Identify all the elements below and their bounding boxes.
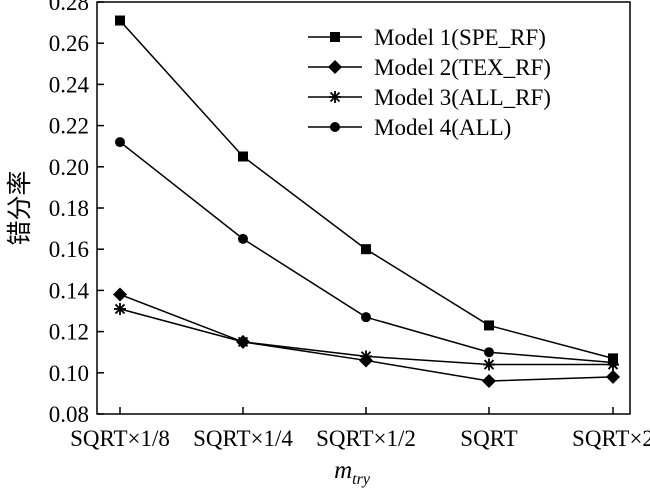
y-tick-label: 0.20: [49, 155, 89, 180]
x-axis-title: mtry: [334, 457, 371, 488]
data-point: [608, 357, 618, 368]
legend-entry: Model 2(TEX_RF): [308, 55, 551, 80]
legend-entry: Model 3(ALL_RF): [308, 85, 551, 110]
series-group: [113, 15, 620, 389]
data-point: [484, 320, 494, 331]
legend-marker: [328, 60, 342, 74]
data-point: [115, 137, 125, 148]
series-line: [119, 293, 614, 382]
y-tick-label: 0.22: [49, 114, 89, 139]
legend-marker: [330, 122, 340, 132]
series-2: [113, 287, 620, 389]
y-tick-label: 0.14: [49, 278, 90, 303]
data-point: [361, 312, 371, 323]
legend-marker: [329, 91, 341, 103]
data-point: [113, 287, 127, 302]
axes: 0.08 0.10 0.12 0.14 0.16 0.18 0.20 0.22 0.24 0.26…: [49, 0, 650, 451]
x-tick-label: SQRT×1/4: [193, 426, 293, 451]
y-tick-label: 0.10: [49, 361, 89, 386]
data-point: [484, 347, 494, 358]
data-point: [114, 302, 126, 315]
y-tick-label: 0.26: [49, 31, 89, 56]
data-point: [606, 369, 620, 384]
data-point: [115, 15, 125, 26]
x-tick-label: SQRT×1/2: [316, 426, 416, 451]
y-tick-label: 0.18: [49, 196, 89, 221]
legend: Model 1(SPE_RF) Model 2(TEX_RF) Model 3(AL…: [308, 25, 551, 140]
y-tick-label: 0.24: [49, 72, 90, 97]
x-tick-label: SQRT: [460, 426, 517, 451]
data-point: [238, 233, 248, 244]
legend-entry: Model 1(SPE_RF): [308, 25, 546, 50]
legend-entry: Model 4(ALL): [308, 115, 511, 140]
y-axis-title: 错分率: [6, 170, 34, 245]
y-tick-label: 0.12: [49, 320, 89, 345]
data-point: [361, 244, 371, 255]
legend-marker: [330, 32, 340, 42]
y-tick-label: 0.08: [49, 402, 89, 427]
legend-label: Model 3(ALL_RF): [374, 85, 551, 110]
legend-label: Model 2(TEX_RF): [374, 55, 551, 80]
series-4: [115, 137, 618, 368]
x-tick-label: SQRT×2: [572, 426, 650, 451]
data-point: [238, 151, 248, 162]
y-tick-label: 0.28: [49, 0, 89, 15]
data-point: [360, 350, 372, 363]
x-tick-label: SQRT×1/8: [70, 426, 170, 451]
legend-label: Model 1(SPE_RF): [374, 25, 546, 50]
data-point: [237, 335, 249, 348]
legend-label: Model 4(ALL): [374, 115, 511, 140]
y-tick-label: 0.16: [49, 237, 89, 262]
data-point: [483, 358, 495, 371]
data-point: [482, 374, 496, 389]
